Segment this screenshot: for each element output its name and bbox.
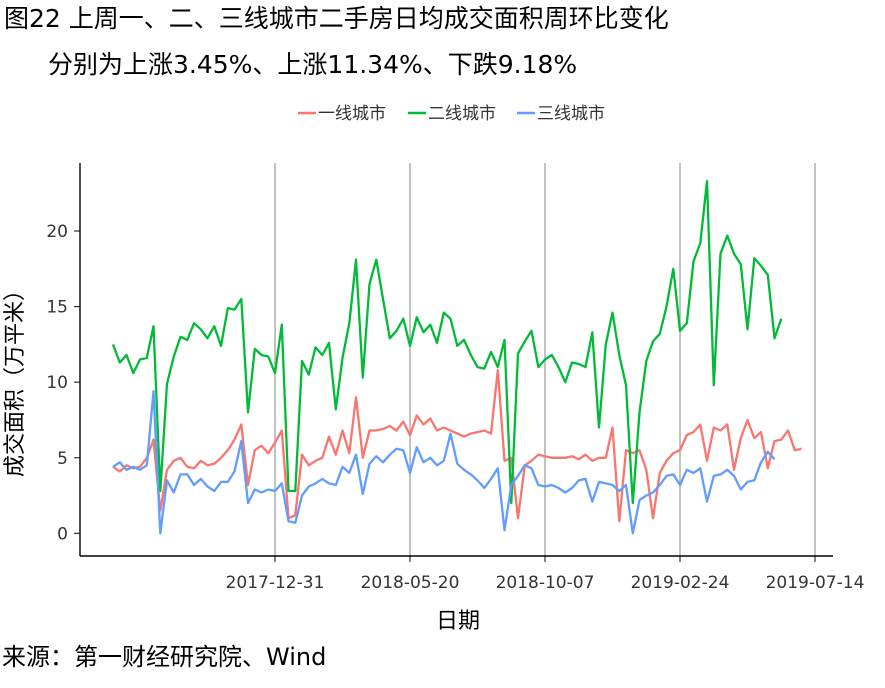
legend-label-1: 一线城市 (318, 104, 386, 124)
y-tick-label: 5 (57, 449, 68, 469)
y-axis-title: 成交面积（万平米） (3, 279, 28, 477)
x-tick-label: 2019-02-24 (631, 573, 730, 593)
legend-label-2: 二线城市 (428, 104, 496, 124)
series-line-3 (112, 390, 776, 535)
y-tick-label: 20 (46, 222, 68, 242)
x-axis-title: 日期 (436, 609, 480, 634)
x-tick-label: 2017-12-31 (226, 573, 325, 593)
source-note: 来源：第一财经研究院、Wind (2, 643, 327, 671)
legend-label-3: 三线城市 (537, 104, 605, 124)
axes: 2017-12-31 2018-05-20 2018-10-07 2019-02-24… (46, 163, 864, 593)
y-tick-label: 10 (46, 373, 68, 393)
series-line-1 (112, 368, 802, 523)
chart-subtitle: 分别为上涨3.45%、上涨11.34%、下跌9.18% (48, 50, 578, 79)
series-line-2 (111, 179, 783, 505)
y-tick-label: 15 (46, 298, 68, 318)
y-tick-label: 0 (57, 524, 68, 544)
chart-title: 图22 上周一、二、三线城市二手房日均成交面积周环比变化 (4, 4, 669, 33)
x-tick-label: 2018-10-07 (496, 573, 595, 593)
x-tick-label: 2018-05-20 (361, 573, 460, 593)
x-tick-label: 2019-07-14 (766, 573, 865, 593)
series-lines (111, 179, 802, 535)
legend: 一线城市 二线城市 三线城市 (298, 104, 605, 124)
